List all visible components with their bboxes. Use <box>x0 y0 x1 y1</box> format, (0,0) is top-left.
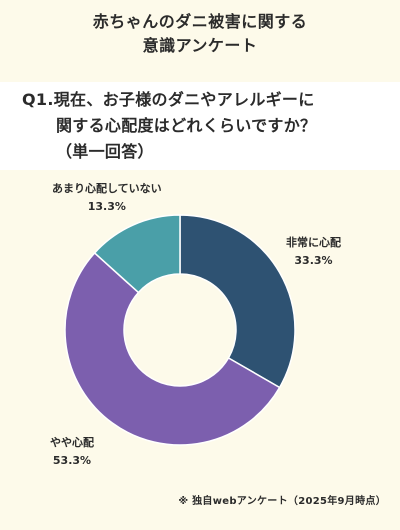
slice-label-very-worried-value: 33.3% <box>294 254 333 267</box>
title-block: 赤ちゃんのダニ被害に関する 意識アンケート <box>0 10 400 58</box>
question-text-line2: 関する心配度はどれくらいですか？ <box>56 116 317 135</box>
slice-somewhat-worried <box>64 251 281 446</box>
slice-not-worried <box>93 214 181 294</box>
question-text-line3: （単一回答） <box>56 142 154 161</box>
slice-label-somewhat-worried: やや心配 53.3% <box>50 434 94 470</box>
footnote: ※ 独自webアンケート（2025年9月時点） <box>178 496 386 507</box>
slice-label-not-worried-name: あまり心配していない <box>52 182 162 195</box>
page-title-line2: 意識アンケート <box>142 36 258 55</box>
question-panel: Q1.現在、お子様のダニやアレルギーに 関する心配度はどれくらいですか？ （単一… <box>0 82 400 170</box>
question-text-line1: Q1.現在、お子様のダニやアレルギーに <box>22 90 315 109</box>
slice-label-somewhat-worried-name: やや心配 <box>50 436 94 449</box>
slice-very-worried <box>179 214 296 389</box>
slice-label-not-worried: あまり心配していない 13.3% <box>52 180 162 216</box>
slice-label-very-worried: 非常に心配 33.3% <box>286 234 341 270</box>
slice-label-somewhat-worried-value: 53.3% <box>52 454 92 467</box>
slice-label-very-worried-name: 非常に心配 <box>286 236 341 249</box>
slice-label-not-worried-value: 13.3% <box>87 200 126 213</box>
page-title-line1: 赤ちゃんのダニ被害に関する <box>92 12 308 31</box>
